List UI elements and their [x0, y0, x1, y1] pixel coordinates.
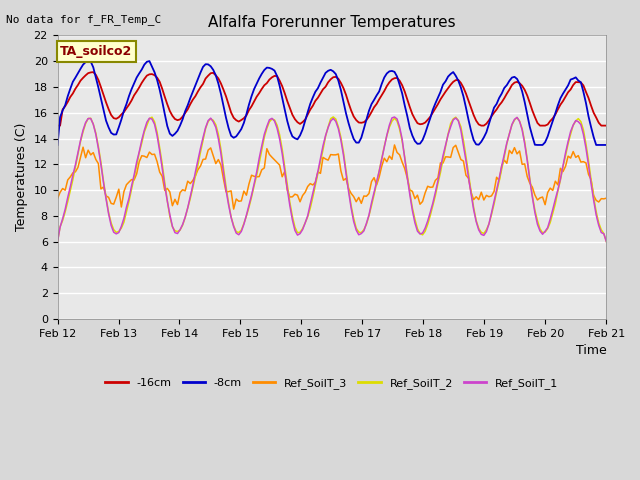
X-axis label: Time: Time [575, 344, 606, 357]
Y-axis label: Temperatures (C): Temperatures (C) [15, 123, 28, 231]
Text: TA_soilco2: TA_soilco2 [60, 45, 132, 58]
Legend: -16cm, -8cm, Ref_SoilT_3, Ref_SoilT_2, Ref_SoilT_1: -16cm, -8cm, Ref_SoilT_3, Ref_SoilT_2, R… [101, 373, 563, 393]
Text: No data for f_FR_Temp_C: No data for f_FR_Temp_C [6, 14, 162, 25]
Title: Alfalfa Forerunner Temperatures: Alfalfa Forerunner Temperatures [208, 15, 456, 30]
